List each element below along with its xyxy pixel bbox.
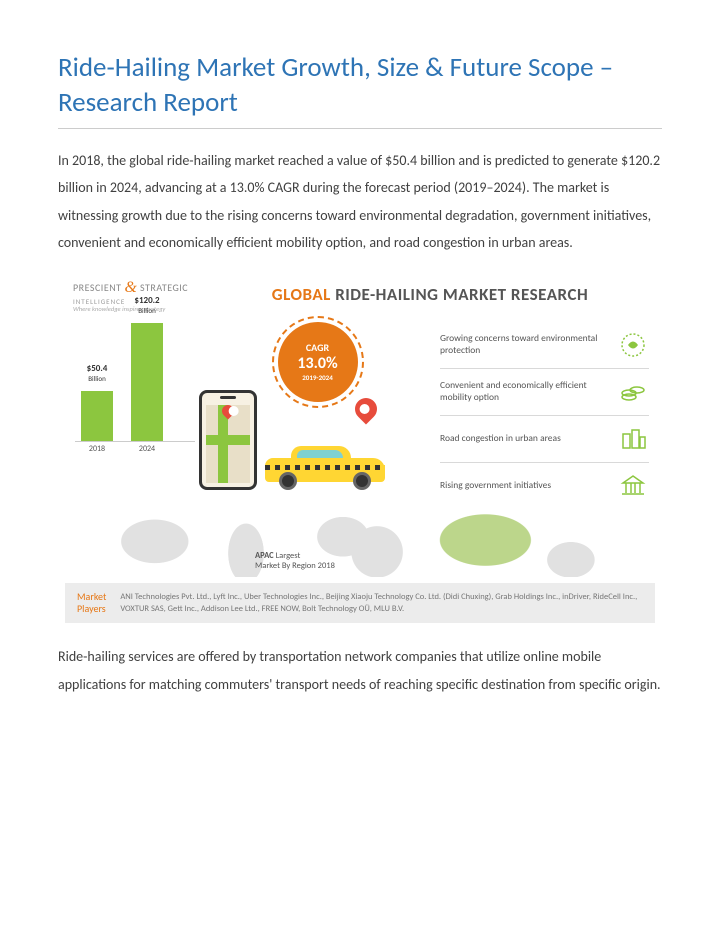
logo-word-1: PRESCIENT <box>73 282 122 294</box>
apac-label: APAC Largest Market By Region 2018 <box>255 551 335 571</box>
infographic-title: GLOBAL RIDE-HAILING MARKET RESEARCH <box>213 278 647 305</box>
driver-item: Growing concerns toward environmental pr… <box>440 322 649 369</box>
bar-2018-label: $50.4Billion <box>87 363 108 383</box>
map-pin-icon <box>355 398 377 420</box>
logo-word-2: STRATEGIC <box>140 282 188 294</box>
driver-text: Convenient and economically efficient mo… <box>440 380 609 404</box>
center-illustration: CAGR 13.0% 2019-2024 <box>195 322 440 492</box>
footer-label: Market Players <box>77 591 106 615</box>
bar-area: $50.4Billion $120.2Billion <box>75 322 195 442</box>
world-map-icon: APAC Largest Market By Region 2018 <box>75 511 645 577</box>
bar-2024: $120.2Billion <box>131 323 163 441</box>
driver-text: Growing concerns toward environmental pr… <box>440 333 609 357</box>
cagr-label: CAGR <box>306 341 329 354</box>
government-icon <box>617 470 649 502</box>
infographic-footer: Market Players ANI Technologies Pvt. Ltd… <box>65 583 655 624</box>
phone-icon <box>199 390 257 490</box>
driver-text: Rising government initiatives <box>440 480 609 492</box>
x-label-2024: 2024 <box>131 444 163 454</box>
x-label-2018: 2018 <box>81 444 113 454</box>
closing-paragraph: Ride-hailing services are offered by tra… <box>58 643 662 698</box>
phone-pin-icon <box>222 405 234 417</box>
bar-x-axis: 2018 2024 <box>75 442 195 456</box>
driver-item: Road congestion in urban areas <box>440 416 649 463</box>
infographic-container: PRESCIENT & STRATEGIC INTELLIGENCE Where… <box>65 272 655 623</box>
cagr-badge: CAGR 13.0% 2019-2024 <box>278 322 358 402</box>
bar-2024-label: $120.2Billion <box>134 295 159 315</box>
bar-2018: $50.4Billion <box>81 391 113 441</box>
coins-icon <box>617 376 649 408</box>
buildings-icon <box>617 423 649 455</box>
driver-item: Convenient and economically efficient mo… <box>440 369 649 416</box>
taxi-icon <box>265 442 385 490</box>
market-players-text: ANI Technologies Pvt. Ltd., Lyft Inc., U… <box>120 591 643 616</box>
cagr-value: 13.0% <box>297 354 337 373</box>
intro-paragraph: In 2018, the global ride-hailing market … <box>58 147 662 256</box>
title-rest: RIDE-HAILING MARKET RESEARCH <box>331 284 588 305</box>
title-accent: GLOBAL <box>272 284 331 305</box>
globe-leaf-icon <box>617 329 649 361</box>
bar-chart: $50.4Billion $120.2Billion 2018 2024 <box>75 322 195 492</box>
driver-item: Rising government initiatives <box>440 463 649 509</box>
page-title: Ride-Hailing Market Growth, Size & Futur… <box>58 50 662 129</box>
infographic-main: $50.4Billion $120.2Billion 2018 2024 CAG… <box>65 314 655 509</box>
cagr-period: 2019-2024 <box>302 373 333 382</box>
driver-text: Road congestion in urban areas <box>440 433 609 445</box>
world-map-row: APAC Largest Market By Region 2018 <box>65 509 655 583</box>
drivers-list: Growing concerns toward environmental pr… <box>440 322 655 509</box>
